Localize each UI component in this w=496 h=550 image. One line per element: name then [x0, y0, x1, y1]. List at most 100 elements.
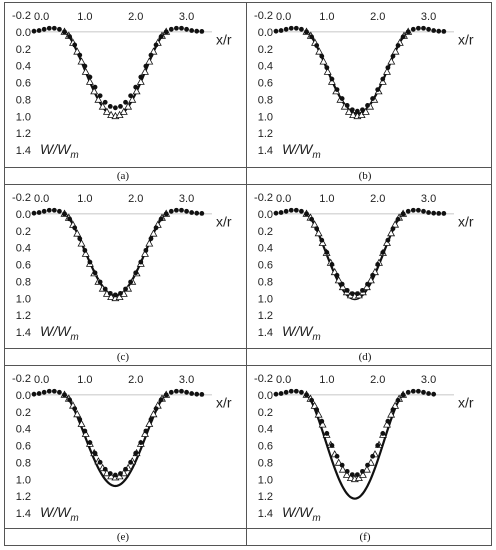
y-tick-label: 0.4 [16, 61, 31, 73]
series-dot-point [46, 207, 52, 213]
series-dot-point [51, 207, 57, 213]
series-dot-point [112, 105, 118, 111]
series-dot-point [128, 459, 134, 465]
y-tick-label: 1.4 [16, 145, 31, 157]
series-dot-point [199, 29, 205, 34]
series-dot-point [82, 247, 88, 253]
y-tick-label: 1.2 [16, 491, 31, 503]
series-triangle-point [314, 410, 323, 418]
series-triangle-point [310, 220, 319, 228]
series-triangle-point [73, 47, 82, 55]
series-dot-point [138, 74, 144, 80]
series-dot-point [51, 388, 57, 394]
series-triangle-point [77, 57, 86, 65]
series-dot-point [349, 472, 355, 478]
y-tick-label: 1.0 [16, 474, 31, 486]
series-dot-point [168, 208, 174, 214]
series-dot-point [360, 107, 365, 113]
series-dot-point [31, 391, 37, 397]
chart-b: 0.0 1.0 2.0 3.0-0.20.00.20.40.60.81.01.21.4… [254, 10, 474, 161]
series-triangle-point [124, 102, 133, 110]
series-triangle-point [318, 420, 327, 428]
series-dot-point [354, 472, 360, 478]
series-line [305, 30, 409, 115]
series-dot-point [123, 286, 128, 292]
y-tick-label: 0.0 [258, 27, 273, 39]
series-dot-point [299, 26, 304, 32]
series-dot-point [360, 468, 365, 474]
series-triangle-point [102, 107, 111, 115]
series-dot-point [57, 208, 62, 214]
series-dot-point [102, 99, 108, 105]
y-tick-label: 0.2 [16, 44, 31, 56]
series-dot-point [324, 431, 330, 436]
series-dot-point [77, 416, 83, 422]
series-triangle-point [387, 410, 396, 418]
series-dot-point [293, 25, 299, 31]
series-dot-point [395, 397, 401, 403]
y-tick-label: 0.4 [258, 243, 273, 255]
x-tick-label: 1.0 [319, 374, 334, 386]
y-tick-label: 1.0 [258, 111, 273, 123]
series-line [305, 394, 404, 500]
series-dot-point [293, 388, 299, 394]
series-dot-point [87, 74, 93, 80]
panel-e: 0.0 1.0 2.0 3.0 -0.2 0.0 0.2 0.4 0.6 0.8 1.0 1.2 1.4… [4, 365, 242, 531]
series-triangle-point [128, 95, 137, 103]
series-dot-point [344, 468, 350, 474]
series-dot-point [153, 42, 159, 48]
series-triangle-point [149, 229, 158, 237]
series-dot-point [97, 93, 103, 99]
series-triangle-point [383, 420, 391, 428]
series-dot-point [426, 210, 431, 215]
caption-c: (c) [116, 351, 130, 363]
series-dot-point [314, 407, 320, 413]
x-axis-label: x/r [458, 394, 474, 410]
series-triangle-point [383, 238, 391, 246]
series-dot-point [163, 392, 169, 398]
series-dot-point [184, 26, 189, 32]
series-dot-point [293, 207, 299, 213]
series-dot-point [67, 397, 72, 403]
series-dot-point [36, 391, 42, 396]
series-dot-point [179, 388, 184, 394]
y-tick-label: 1.4 [16, 508, 31, 520]
series-triangle-point [391, 220, 400, 228]
y-tick-label: 0.6 [258, 260, 273, 272]
x-tick-label: 1.0 [319, 193, 334, 205]
series-dot-point [288, 207, 294, 213]
series-dot-point [92, 84, 98, 90]
series-dot-point [194, 391, 200, 397]
series-dot-point [288, 388, 294, 394]
x-axis-label: x/r [458, 213, 474, 229]
series-triangle-point [149, 409, 158, 418]
series-dot-point [92, 450, 98, 456]
x-tick-label: 3.0 [421, 11, 436, 23]
caption-d: (d) [358, 351, 372, 363]
series-dot-point [375, 87, 381, 92]
series-dot-point [194, 28, 200, 34]
y-tick-label: 0.2 [16, 407, 31, 419]
x-tick-label: 2.0 [370, 193, 385, 205]
series-dot-point [400, 211, 406, 217]
series-dot-point [370, 453, 376, 459]
panel-d: 0.0 1.0 2.0 3.0 -0.2 0.0 0.2 0.4 0.6 0.8 1.0 1.2 1.4… [246, 184, 484, 350]
series-triangle-point [366, 276, 375, 284]
row-divider-2 [5, 184, 491, 185]
series-dot-point [431, 28, 437, 33]
series-triangle-point [73, 409, 82, 418]
x-tick-label: 0.0 [276, 374, 291, 386]
series-dot-point [67, 34, 72, 39]
x-tick-label: 1.0 [77, 374, 92, 386]
series-dot-point [273, 210, 279, 216]
y-tick-label: 1.4 [258, 327, 273, 339]
series-dot-point [334, 272, 340, 278]
series-dot-point [67, 216, 72, 222]
series-triangle-point [310, 401, 319, 409]
y-tick-label: 0.8 [258, 94, 273, 106]
series-dot-point [431, 210, 437, 216]
series-dot-point [128, 279, 134, 285]
y-tick-label: 1.4 [16, 327, 31, 339]
y-tick-label: 0.2 [258, 407, 273, 419]
series-dot-point [410, 26, 416, 32]
